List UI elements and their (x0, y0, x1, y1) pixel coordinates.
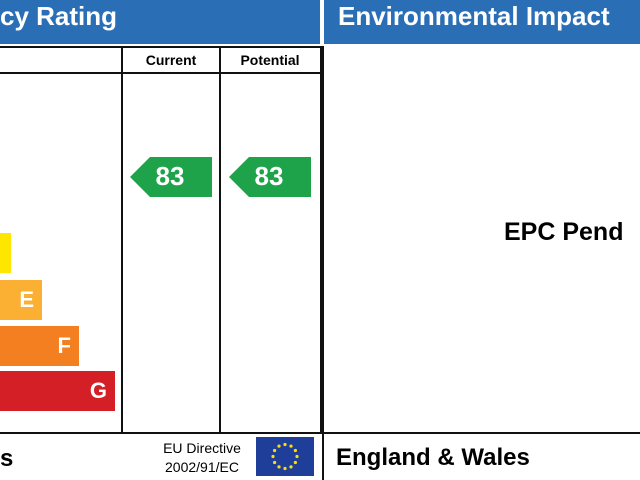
potential-header: Potential (240, 52, 300, 68)
flag-star (273, 460, 277, 465)
row-line (0, 72, 320, 74)
directive: EU Directive 2002/91/EC (152, 439, 252, 477)
current-rating: 83 (156, 161, 185, 191)
left-title: cy Rating (0, 1, 118, 31)
arrow-shape (130, 157, 212, 197)
right-title: Environmental Impact (338, 1, 610, 31)
directive-line: 2002/91/EC (165, 459, 239, 475)
flag-star (271, 454, 275, 459)
directive-line: EU Directive (163, 440, 241, 456)
current-header: Current (145, 52, 197, 68)
divider (322, 46, 324, 480)
flag-star (277, 444, 281, 448)
flag-star (283, 442, 287, 447)
right-header: Environmental Impact (324, 0, 640, 44)
flag-star (283, 466, 287, 471)
flag-star (277, 465, 281, 469)
col-line (219, 46, 221, 434)
band-e: E (0, 280, 42, 320)
left-header: cy Rating (0, 0, 320, 44)
eu-flag (256, 437, 314, 476)
flag-star (293, 460, 297, 465)
band-g: G (0, 371, 115, 411)
col-line (121, 46, 123, 434)
flag-star (293, 448, 297, 453)
arrow-shape (229, 157, 311, 197)
flag-star (289, 444, 293, 448)
current-arrow: 83 (130, 157, 212, 197)
band-d (0, 233, 11, 273)
flag-star (289, 465, 293, 469)
flag-bg (256, 437, 314, 476)
potential-rating: 83 (255, 161, 284, 191)
potential-arrow: 83 (229, 157, 311, 197)
epc-status: EPC Pend (504, 218, 624, 246)
footer-left: s (0, 445, 14, 472)
flag-star (295, 454, 299, 459)
footer-line (0, 432, 640, 434)
flag-star (273, 448, 277, 453)
band-f: F (0, 326, 79, 366)
region: England & Wales (336, 444, 530, 471)
